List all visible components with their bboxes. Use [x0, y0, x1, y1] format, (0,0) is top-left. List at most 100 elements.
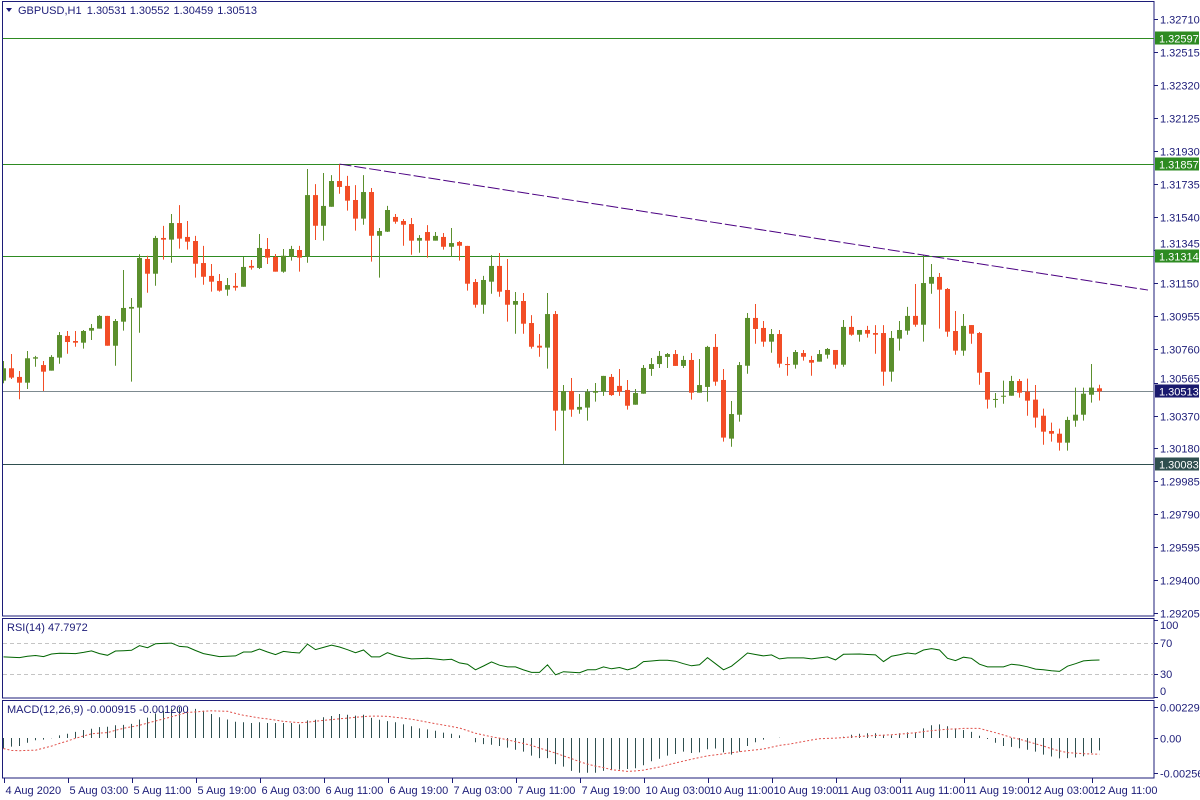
bear-candle: [353, 185, 358, 231]
candle-body: [1081, 393, 1086, 415]
candle-body: [673, 354, 678, 366]
price-tick-label: 1.32125: [1160, 114, 1200, 126]
candle-body: [225, 285, 230, 290]
price-tick-label: 1.29985: [1160, 477, 1200, 489]
candle-body: [297, 249, 302, 258]
candle-body: [529, 323, 534, 347]
triangle-down-icon[interactable]: [6, 8, 12, 12]
candle-body: [249, 265, 254, 268]
bull-candle: [129, 297, 134, 382]
candle-body: [873, 333, 878, 335]
level-label-box: [1155, 31, 1199, 45]
rsi-tick-label: 70: [1160, 638, 1172, 650]
candle-body: [449, 243, 454, 247]
bull-candle: [3, 360, 6, 384]
candle-body: [945, 288, 950, 332]
candle-body: [849, 326, 854, 335]
candle-body: [417, 237, 422, 241]
candle-body: [833, 349, 838, 365]
bull-candle: [169, 214, 174, 263]
bear-candle: [473, 278, 478, 308]
rsi-tick-label: 100: [1160, 620, 1178, 632]
price-tick-label: 1.31735: [1160, 180, 1200, 192]
rsi-panel[interactable]: 100 70 30 0 RSI(14) 47.7972: [2, 618, 1179, 699]
bear-candle: [753, 304, 758, 344]
candle-body: [865, 329, 870, 334]
bear-candle: [1049, 422, 1054, 442]
bull-candle: [153, 235, 158, 286]
candle-body: [777, 334, 782, 364]
candle-body: [329, 181, 334, 207]
bull-candle: [577, 394, 582, 414]
candle-body: [889, 337, 894, 372]
bear-candle: [569, 377, 574, 417]
candle-body: [193, 241, 198, 264]
time-tick-label: 11 Aug 19:00: [966, 785, 1030, 797]
candle-body: [385, 209, 390, 232]
bear-candle: [185, 221, 190, 250]
candle-body: [1025, 391, 1030, 401]
time-tick-label: 6 Aug 11:00: [326, 785, 384, 797]
candle-body: [129, 306, 134, 309]
candle-body: [953, 330, 958, 351]
candle-body: [353, 199, 358, 219]
price-tick-label: 1.30760: [1160, 345, 1200, 357]
candle-body: [857, 329, 862, 335]
price-tick-label: 1.31930: [1160, 147, 1200, 159]
price-tick-label: 1.32515: [1160, 48, 1200, 60]
rsi-series: [3, 642, 1100, 676]
candle-body: [377, 231, 382, 236]
candle-body: [513, 301, 518, 305]
bear-candle: [401, 218, 406, 246]
candles: [3, 164, 1102, 465]
price-tick-label: 1.29205: [1160, 609, 1200, 621]
candle-body: [161, 237, 166, 240]
bear-candle: [273, 254, 278, 272]
time-axis: 4 Aug 2020 5 Aug 03:00 5 Aug 11:00 5 Aug 19…: [4, 778, 1158, 797]
level-label: 1.30513: [1159, 387, 1199, 399]
price-panel-frame: [2, 1, 1155, 617]
bear-candle: [617, 368, 622, 396]
bear-candle: [345, 175, 350, 211]
bear-candle: [457, 241, 462, 261]
bear-candle: [265, 237, 270, 265]
candle-body: [209, 275, 214, 282]
bear-candle: [297, 245, 302, 272]
bear-candle: [873, 325, 878, 354]
macd-histogram: [3, 707, 1100, 773]
time-tick-label: 7 Aug 11:00: [518, 785, 576, 797]
bull-candle: [137, 254, 142, 333]
bull-candle: [361, 175, 366, 225]
price-tick-label: 1.31345: [1160, 239, 1200, 251]
time-tick-label: 5 Aug 19:00: [198, 785, 257, 797]
bear-candle: [217, 274, 222, 292]
candle-body: [105, 315, 110, 346]
bull-candle: [305, 168, 310, 263]
candle-body: [593, 390, 598, 393]
time-tick-label: 6 Aug 03:00: [262, 785, 321, 797]
macd-panel[interactable]: 0.002291 0.00 -0.002569 MACD(12,26,9) -0.0…: [2, 700, 1200, 781]
candle-body: [537, 345, 542, 348]
bear-candle: [865, 325, 870, 338]
bull-candle: [793, 349, 798, 369]
trendline: [339, 163, 1149, 291]
candle-body: [897, 329, 902, 339]
bear-candle: [1097, 384, 1102, 401]
bull-candle: [241, 256, 246, 287]
candle-body: [273, 256, 278, 272]
candle-body: [817, 354, 822, 362]
bear-candle: [969, 325, 974, 344]
bear-candle: [497, 253, 502, 297]
macd-tick-label: -0.002569: [1160, 769, 1200, 781]
candle-body: [1001, 395, 1006, 397]
price-panel[interactable]: 1.32710 1.32515 1.32320 1.32125 1.31930 1.317…: [1, 1, 1200, 621]
price-axis: 1.32710 1.32515 1.32320 1.32125 1.31930 1.317…: [1154, 15, 1200, 621]
bear-candle: [409, 217, 414, 255]
price-tick-label: 1.30565: [1160, 374, 1200, 386]
bull-candle: [377, 227, 382, 278]
candle-body: [25, 358, 30, 383]
candle-body: [65, 335, 70, 343]
bear-candle: [881, 325, 886, 386]
low-value: 1.30459: [173, 5, 213, 17]
level-label: 1.30083: [1159, 460, 1199, 472]
